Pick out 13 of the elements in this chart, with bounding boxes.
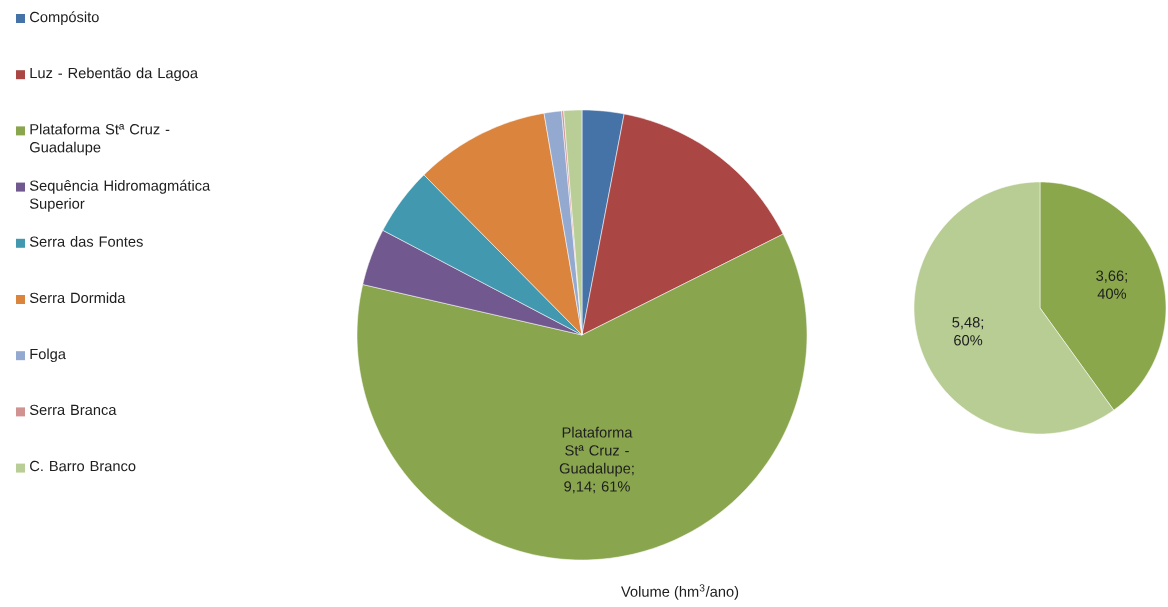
data-label: 3,66; 40% xyxy=(1096,270,1127,299)
legend-label: Serra das Fontes xyxy=(29,236,143,247)
legend-label: Folga xyxy=(30,348,66,363)
legend-label: Compósito xyxy=(30,11,99,26)
legend-label: Serra Dormida xyxy=(29,292,126,304)
data-label: 5,48; 60% xyxy=(952,317,984,346)
legend-label: C. Barro Branco xyxy=(30,460,136,472)
legend-label: Serra Branca xyxy=(29,404,117,416)
legend-label: Luz - Rebentão da Lagoa xyxy=(30,67,199,82)
text: Volume (hm$^{3}$/ano) xyxy=(621,584,739,600)
legend-label: Sequência Hidromagmática Superior xyxy=(29,179,211,212)
legend-label: Plataforma Stª Cruz - Guadalupe xyxy=(30,123,170,156)
data-label: Plataforma Stª Cruz - Guadalupe; 9,14; 61% xyxy=(559,426,634,494)
